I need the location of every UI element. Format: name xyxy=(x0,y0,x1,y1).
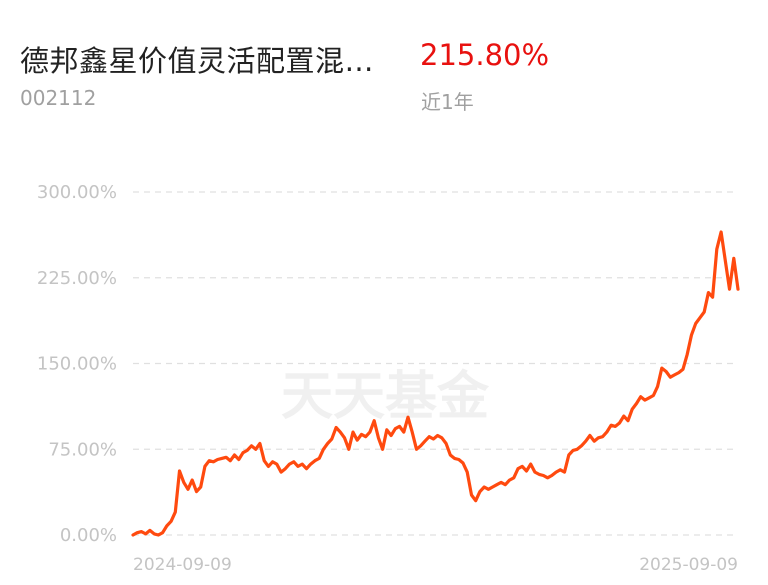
y-tick-label: 0.00% xyxy=(60,525,117,546)
return-series-line xyxy=(131,230,740,537)
return-percentage: 215.80% xyxy=(420,38,550,72)
y-tick-label: 150.00% xyxy=(37,354,117,375)
y-tick-label: 75.00% xyxy=(48,439,117,460)
watermark: 天天基金 xyxy=(281,366,490,427)
y-tick-label: 225.00% xyxy=(37,268,117,289)
x-axis-labels: 2024-09-09 2025-09-09 xyxy=(133,555,738,575)
y-tick-label: 300.00% xyxy=(37,182,117,203)
x-tick-label: 2025-09-09 xyxy=(639,555,738,575)
period-label[interactable]: 近1年 xyxy=(421,90,474,114)
grid-lines xyxy=(133,191,738,536)
fund-name: 德邦鑫星价值灵活配置混… xyxy=(20,44,375,78)
y-axis-labels: 0.00% 75.00% 150.00% 225.00% 300.00% xyxy=(37,182,117,546)
x-tick-label: 2024-09-09 xyxy=(133,555,232,575)
fund-code: 002112 xyxy=(20,86,97,110)
